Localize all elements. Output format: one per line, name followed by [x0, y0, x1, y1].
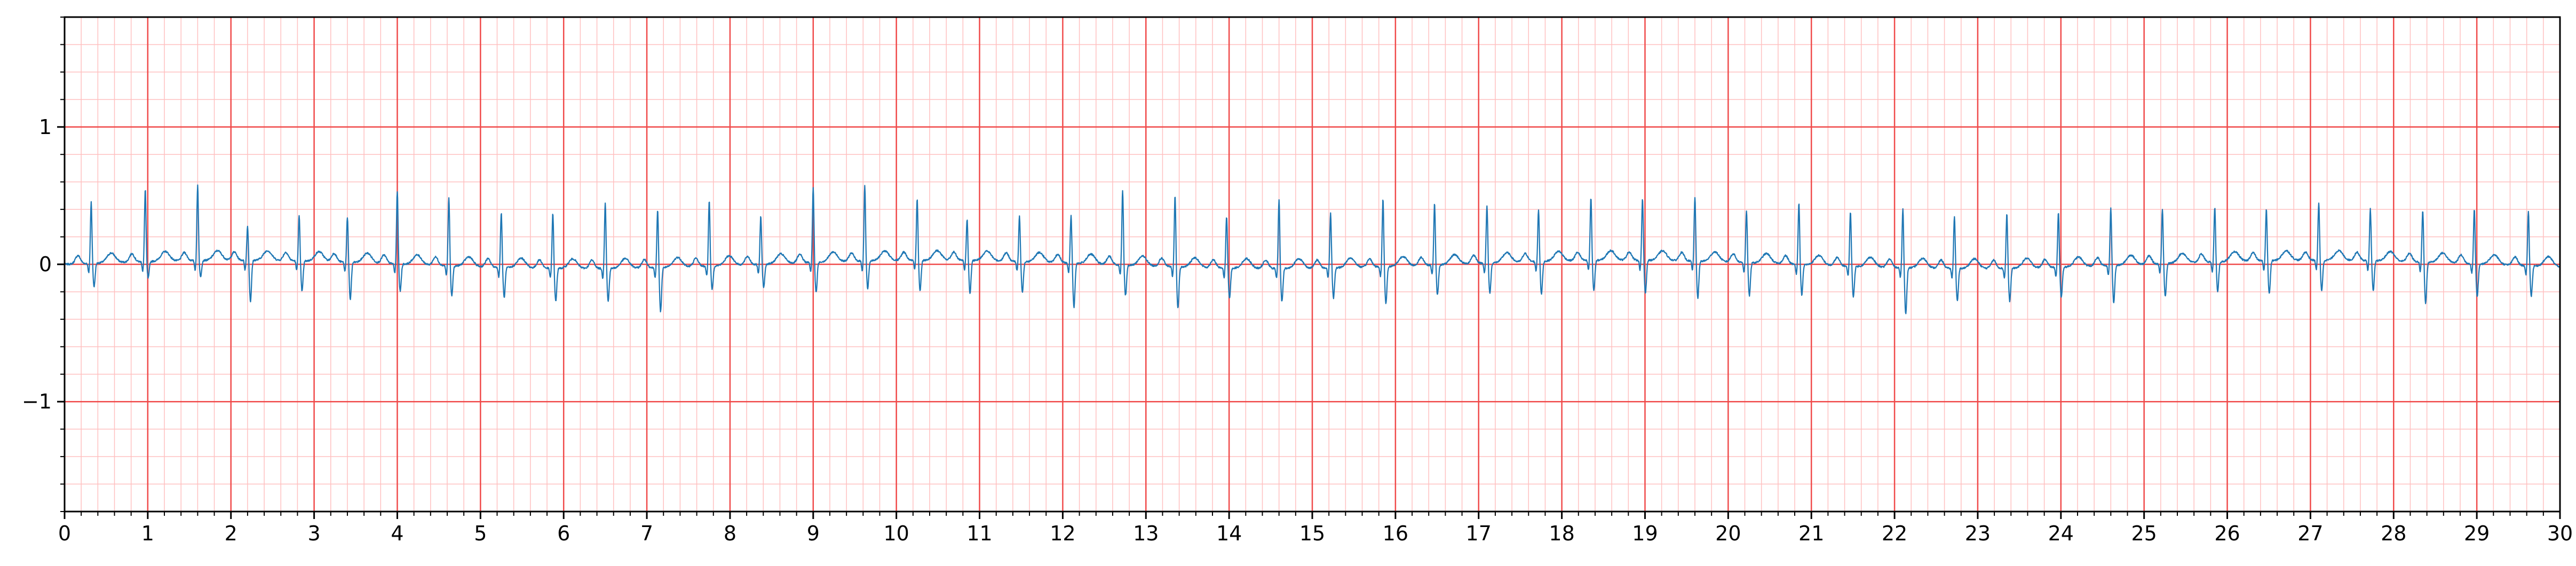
r-peak-point	[91, 202, 92, 203]
x-axis: 0 1 2 3 4 5 6 7 8 9 10 11 12 13 14 15 16 17 18 19 20 21 22 23 24…	[58, 512, 2573, 545]
x-tick-label: 10	[883, 522, 909, 545]
r-peak-point	[247, 230, 248, 231]
y-tick-label: −1	[22, 390, 52, 413]
x-tick-label: 26	[2214, 522, 2240, 545]
r-peak-point	[1382, 195, 1383, 196]
r-peak-point	[1694, 199, 1695, 200]
x-tick-label: 5	[474, 522, 487, 545]
x-tick-label: 8	[724, 522, 736, 545]
r-peak-point	[1746, 211, 1747, 213]
r-peak-point	[1175, 192, 1176, 193]
r-peak-point	[347, 218, 348, 219]
x-tick-label: 12	[1050, 522, 1075, 545]
r-peak-point	[552, 209, 553, 210]
r-peak-point	[1954, 211, 1955, 213]
r-peak-point	[2528, 209, 2529, 210]
r-peak-point	[2266, 211, 2267, 213]
r-peak-point	[1538, 211, 1539, 213]
x-tick-label: 30	[2547, 522, 2573, 545]
r-peak-point	[501, 209, 502, 210]
trace-layer	[64, 184, 2561, 315]
r-peak-point	[1850, 209, 1851, 210]
r-peak-point	[2162, 209, 2163, 210]
r-peak-point	[917, 202, 918, 203]
r-peak-point	[657, 206, 658, 207]
x-tick-label: 6	[557, 522, 570, 545]
r-peak-point	[145, 191, 146, 192]
x-tick-label: 25	[2131, 522, 2157, 545]
r-peak-point	[397, 191, 398, 192]
x-tick-label: 28	[2381, 522, 2406, 545]
r-peak-point	[197, 188, 198, 190]
r-peak-point	[2474, 209, 2475, 210]
r-peak-point	[864, 188, 865, 190]
x-tick-label: 9	[807, 522, 820, 545]
r-peak-point	[2214, 209, 2215, 210]
ecg-trace-line	[64, 184, 2561, 315]
r-peak-point	[709, 198, 710, 199]
x-tick-label: 7	[640, 522, 653, 545]
x-tick-label: 27	[2297, 522, 2323, 545]
x-tick-label: 11	[966, 522, 992, 545]
y-axis: −1 0 1	[22, 17, 65, 512]
r-peak-point	[1642, 202, 1643, 203]
r-peak-point	[2058, 209, 2059, 210]
x-tick-label: 23	[1965, 522, 1991, 545]
x-tick-label: 21	[1798, 522, 1824, 545]
r-peak-point	[299, 218, 300, 219]
r-peak-point	[2422, 211, 2423, 213]
x-tick-label: 1	[141, 522, 154, 545]
r-peak-point	[2110, 206, 2111, 207]
r-peak-point	[1798, 202, 1800, 203]
r-peak-point	[1434, 202, 1435, 203]
x-tick-label: 16	[1383, 522, 1408, 545]
r-peak-point	[605, 198, 606, 199]
x-tick-label: 18	[1549, 522, 1574, 545]
y-tick-label: 0	[39, 253, 52, 276]
x-tick-label: 19	[1632, 522, 1658, 545]
x-tick-label: 14	[1216, 522, 1242, 545]
x-tick-label: 13	[1133, 522, 1159, 545]
x-tick-label: 22	[1882, 522, 1907, 545]
x-tick-label: 15	[1299, 522, 1325, 545]
r-peak-point	[1330, 209, 1331, 210]
r-peak-point	[2370, 211, 2371, 213]
y-tick-label: 1	[39, 115, 52, 139]
r-peak-point	[2006, 209, 2007, 210]
x-tick-label: 20	[1715, 522, 1741, 545]
r-peak-point	[1590, 201, 1591, 202]
r-peak-point	[1122, 188, 1123, 190]
r-peak-point	[1279, 195, 1280, 196]
r-peak-point	[1071, 216, 1072, 217]
x-tick-label: 17	[1466, 522, 1492, 545]
x-tick-label: 4	[391, 522, 403, 545]
r-peak-point	[1903, 205, 1904, 206]
r-peak-point	[966, 223, 968, 224]
r-peak-point	[448, 195, 449, 196]
r-peak-point	[760, 216, 762, 217]
r-peak-point	[813, 188, 814, 190]
r-peak-point	[1019, 218, 1020, 219]
x-tick-label: 2	[225, 522, 237, 545]
r-peak-point	[1226, 211, 1227, 213]
x-tick-label: 29	[2464, 522, 2490, 545]
x-tick-label: 0	[58, 522, 71, 545]
r-peak-point	[2318, 206, 2319, 207]
x-tick-label: 3	[308, 522, 321, 545]
r-peak-point	[1486, 206, 1487, 207]
x-tick-label: 24	[2048, 522, 2074, 545]
